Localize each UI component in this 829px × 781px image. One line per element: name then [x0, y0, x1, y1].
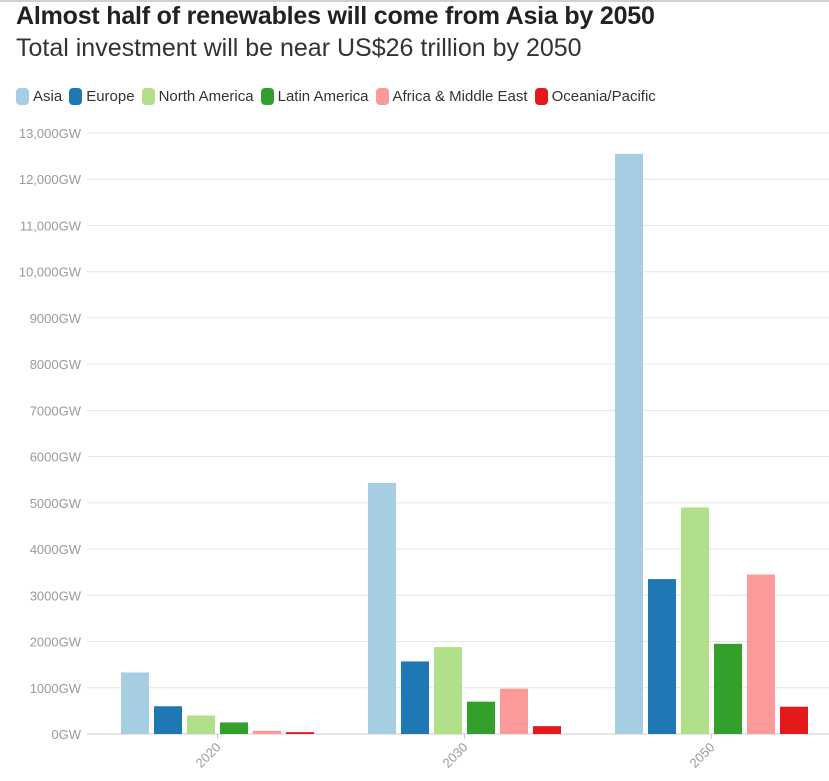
legend-label: Europe — [86, 87, 135, 105]
bar-africa-and-middle-east-2050 — [747, 574, 775, 734]
y-tick-label: 5000GW — [30, 496, 82, 511]
bar-latin-america-2030 — [467, 701, 495, 734]
legend-label: North America — [158, 87, 254, 105]
legend-swatch — [141, 87, 155, 105]
bar-asia-2020 — [121, 672, 149, 734]
legend-swatch — [16, 87, 29, 105]
legend: Asia Europe North America Latin America Afri… — [16, 86, 663, 106]
y-tick-label: 10,000GW — [19, 265, 82, 280]
y-tick-label: 9000GW — [30, 311, 82, 326]
legend-item-oceania-pacific[interactable]: Oceania/Pacific — [534, 87, 656, 105]
chart-title: Almost half of renewables will come from… — [16, 2, 655, 30]
bar-north-america-2020 — [187, 715, 215, 734]
y-tick-label: 11,000GW — [20, 218, 82, 233]
legend-label: Africa & Middle East — [392, 87, 528, 105]
bar-asia-2030 — [368, 482, 396, 734]
legend-label: Latin America — [277, 87, 369, 105]
y-tick-label: 6000GW — [30, 450, 82, 465]
legend-item-asia[interactable]: Asia — [16, 87, 63, 105]
y-tick-label: 12,000GW — [19, 172, 82, 187]
legend-swatch — [375, 87, 389, 105]
y-tick-label: 1000GW — [30, 681, 82, 696]
legend-item-europe[interactable]: Europe — [69, 87, 135, 105]
legend-item-africa-and-middle-east[interactable]: Africa & Middle East — [375, 87, 528, 105]
legend-swatch — [260, 87, 274, 105]
bar-latin-america-2050 — [714, 643, 742, 734]
x-tick-label: 2020 — [193, 740, 224, 771]
bar-europe-2050 — [648, 579, 676, 734]
legend-swatch — [534, 87, 548, 105]
y-tick-label: 7000GW — [30, 403, 82, 418]
legend-item-north-america[interactable]: North America — [141, 87, 254, 105]
bar-north-america-2050 — [681, 507, 709, 734]
top-rule — [0, 0, 829, 2]
bar-asia-2050 — [615, 153, 643, 735]
x-tick-label: 2030 — [440, 740, 471, 771]
chart-subtitle: Total investment will be near US$26 tril… — [16, 34, 582, 62]
bar-africa-and-middle-east-2030 — [500, 688, 528, 734]
bar-north-america-2030 — [434, 647, 462, 734]
legend-label: Oceania/Pacific — [551, 87, 656, 105]
bar-oceania-pacific-2020 — [286, 732, 314, 734]
y-tick-label: 8000GW — [30, 357, 82, 372]
y-tick-label: 2000GW — [30, 635, 82, 650]
legend-label: Asia — [33, 87, 63, 105]
y-tick-label: 4000GW — [30, 542, 82, 557]
y-tick-label: 0GW — [51, 727, 81, 742]
y-tick-label: 13,000GW — [19, 126, 82, 141]
bar-latin-america-2020 — [220, 722, 248, 734]
legend-item-latin-america[interactable]: Latin America — [260, 87, 369, 105]
legend-swatch — [69, 87, 83, 105]
bar-africa-and-middle-east-2020 — [253, 730, 281, 734]
bar-europe-2030 — [401, 661, 429, 734]
y-tick-label: 3000GW — [30, 588, 82, 603]
bar-oceania-pacific-2050 — [780, 706, 808, 734]
bar-europe-2020 — [154, 706, 182, 734]
bar-oceania-pacific-2030 — [533, 726, 561, 734]
x-tick-label: 2050 — [687, 740, 718, 771]
